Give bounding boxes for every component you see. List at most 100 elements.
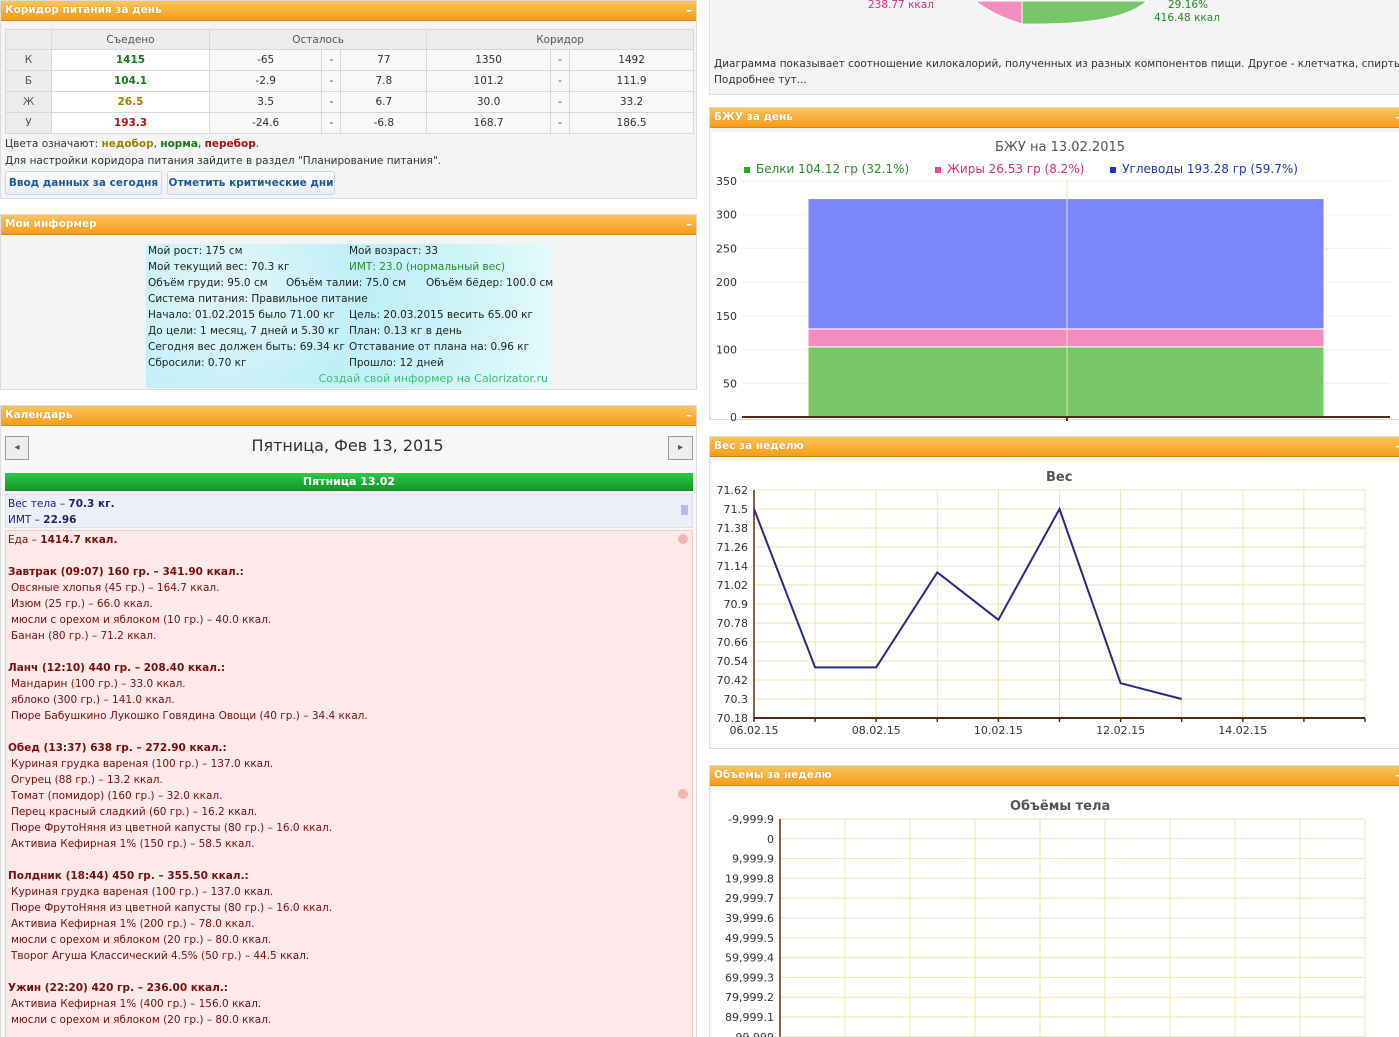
meal-item: Активиа Кефирная 1% (150 гр.) – 58.5 кка… xyxy=(11,838,255,850)
pie-slice-proteins xyxy=(1021,0,1149,25)
bar-segment xyxy=(807,198,1325,330)
enter-today-button[interactable]: Ввод данных за сегодня xyxy=(5,171,162,195)
y-tick-label: -9,999.9 xyxy=(728,813,774,826)
collapse-icon[interactable]: – xyxy=(1395,437,1399,456)
corridor-from: 1350 xyxy=(426,49,551,71)
body-metrics-box[interactable]: Вес тела – 70.3 кг. ИМТ – 22.96 xyxy=(5,494,693,528)
pie-label-fats: 238.77 ккал xyxy=(868,0,934,11)
next-day-button[interactable]: ▸ xyxy=(668,436,693,460)
meal-heading: Ужин (22:20) 420 гр. – 236.00 ккал.: xyxy=(8,982,229,994)
bar-segment xyxy=(807,346,1325,418)
y-tick-label: 350 xyxy=(716,175,737,188)
meal-item: Активиа Кефирная 1% (200 гр.) – 78.0 кка… xyxy=(11,918,255,930)
bmi-label: ИМТ – xyxy=(8,514,44,526)
meal-heading: Обед (13:37) 638 гр. – 272.90 ккал.: xyxy=(8,742,227,754)
y-tick-label: 39,999.6 xyxy=(725,912,774,925)
eaten-value: 193.3 xyxy=(51,112,210,134)
table-header-row: Съедено Осталось Коридор xyxy=(5,29,694,50)
corridor-from: 101.2 xyxy=(426,70,551,92)
y-tick-label: 71.38 xyxy=(717,522,749,535)
y-tick-label: 79,999.2 xyxy=(725,991,774,1004)
scale-icon[interactable] xyxy=(681,505,688,515)
bju-bar-chart: 0 50 100 150 200 250 300 350 xyxy=(716,175,1390,421)
range-dash: - xyxy=(549,91,571,113)
pie-more-link[interactable]: Подробнее тут... xyxy=(714,74,807,86)
informer-passed: Прошло: 12 дней xyxy=(349,357,444,369)
korridor-header[interactable]: Коридор питания за день – xyxy=(1,1,696,21)
collapse-icon[interactable]: – xyxy=(686,3,692,17)
meal-item: Изюм (25 гр.) – 66.0 ккал. xyxy=(11,598,153,610)
day-bar[interactable]: Пятница 13.02 xyxy=(5,473,693,491)
corridor-from: 168.7 xyxy=(426,112,551,134)
legend-sep: , xyxy=(197,138,202,150)
bju-legend: Белки 104.12 гр (32.1%) Жиры 26.53 гр (8… xyxy=(744,162,1298,176)
range-dash: - xyxy=(549,70,571,92)
food-box[interactable]: Еда – 1414.7 ккал. Завтрак (09:07) 160 г… xyxy=(5,530,693,1037)
informer-card[interactable]: Мой рост: 175 см Мой возраст: 33 Мой тек… xyxy=(146,244,553,388)
volumes-header[interactable]: Объемы за неделю – xyxy=(710,766,1399,786)
y-tick-label: 70.66 xyxy=(717,636,749,649)
informer-bmi: ИМТ: 23.0 (нормальный вес) xyxy=(349,261,506,273)
weight-line-chart: 70.18 70.3 70.42 70.54 70.66 70.78 70.9 71.02 71… xyxy=(717,484,1366,737)
table-header: Коридор xyxy=(426,29,694,50)
legend-square-proteins xyxy=(744,166,750,173)
x-tick-label: 14.02.15 xyxy=(1218,724,1267,737)
remaining-to: 6.7 xyxy=(340,91,428,113)
collapse-icon[interactable]: – xyxy=(686,408,692,422)
meal-item: Томат (помидор) (160 гр.) – 32.0 ккал. xyxy=(11,790,223,802)
pie-slice-fats xyxy=(973,0,1023,25)
range-dash: - xyxy=(321,49,342,71)
y-tick-label: 71.62 xyxy=(717,484,749,497)
meal-item: Куриная грудка вареная (100 гр.) – 137.0… xyxy=(11,758,274,770)
y-tick-label: 69,999.3 xyxy=(725,971,774,984)
y-tick-label: 89,999.1 xyxy=(725,1011,774,1024)
bmi-value: 22.96 xyxy=(43,514,77,526)
apple-icon[interactable] xyxy=(678,789,688,799)
legend-norma: норма xyxy=(160,138,198,150)
y-tick-label: 70.42 xyxy=(717,674,749,687)
collapse-icon[interactable]: – xyxy=(1395,108,1399,127)
legend-square-fats xyxy=(935,166,941,173)
informer-lag: Отставание от плана на: 0.96 кг xyxy=(349,341,530,353)
legend-label-proteins[interactable]: Белки 104.12 гр (32.1%) xyxy=(756,162,910,176)
legend-prefix: Цвета означают: xyxy=(5,138,99,150)
eaten-value: 26.5 xyxy=(51,91,210,113)
informer-header[interactable]: Мой информер – xyxy=(1,215,696,235)
informer-start: Начало: 01.02.2015 было 71.00 кг xyxy=(148,309,335,321)
bju-header[interactable]: БЖУ за день – xyxy=(710,108,1399,128)
y-tick-label: 300 xyxy=(716,209,737,222)
informer-waist: Объём талии: 75.0 см xyxy=(286,277,407,289)
collapse-icon[interactable]: – xyxy=(1395,766,1399,785)
table-row: Б 104.1 -2.9 - 7.8 101.2 - 111.9 xyxy=(5,70,694,92)
pie-panel: 238.77 ккал 29.16% 416.48 ккал Диаграмма… xyxy=(709,0,1399,95)
prev-day-button[interactable]: ◂ xyxy=(5,436,29,460)
legend-end: . xyxy=(255,138,260,150)
informer-promo-link[interactable]: Создай свой информер на Calorizator.ru xyxy=(318,372,548,385)
y-tick-label: 70.3 xyxy=(724,693,749,706)
calendar-header[interactable]: Календарь – xyxy=(1,406,696,426)
calendar-panel: Календарь – ◂ Пятница, Фев 13, 2015 ▸ Пя… xyxy=(0,405,697,1037)
weight-header[interactable]: Вес за неделю – xyxy=(710,437,1399,457)
legend-label-carbs[interactable]: Углеводы 193.28 гр (59.7%) xyxy=(1122,162,1298,176)
collapse-icon[interactable]: – xyxy=(686,217,692,231)
range-dash: - xyxy=(321,112,342,134)
corridor-to: 1492 xyxy=(569,49,694,71)
informer-should: Сегодня вес должен быть: 69.34 кг xyxy=(148,341,345,353)
informer-weight: Мой текущий вес: 70.3 кг xyxy=(148,261,290,273)
meal-item: Банан (80 гр.) – 71.2 ккал. xyxy=(11,630,157,642)
legend-nedobor: недобор xyxy=(101,138,154,150)
mark-critical-days-button[interactable]: Отметить критические дни xyxy=(167,171,335,195)
range-dash: - xyxy=(549,112,571,134)
meal-item: Овсяные хлопья (45 гр.) – 164.7 ккал. xyxy=(11,582,220,594)
calendar-title: Календарь xyxy=(5,409,73,421)
range-dash: - xyxy=(321,91,342,113)
y-tick-label: 70.18 xyxy=(717,712,749,725)
y-tick-label: 71.5 xyxy=(724,503,749,516)
row-label: Ж xyxy=(5,91,52,113)
range-dash: - xyxy=(549,49,571,71)
legend-label-fats[interactable]: Жиры 26.53 гр (8.2%) xyxy=(947,162,1085,176)
y-tick-label: 250 xyxy=(716,242,737,255)
y-tick-label: 150 xyxy=(716,310,737,323)
apple-icon[interactable] xyxy=(678,534,688,544)
y-tick-label: 29,999.7 xyxy=(725,892,774,905)
